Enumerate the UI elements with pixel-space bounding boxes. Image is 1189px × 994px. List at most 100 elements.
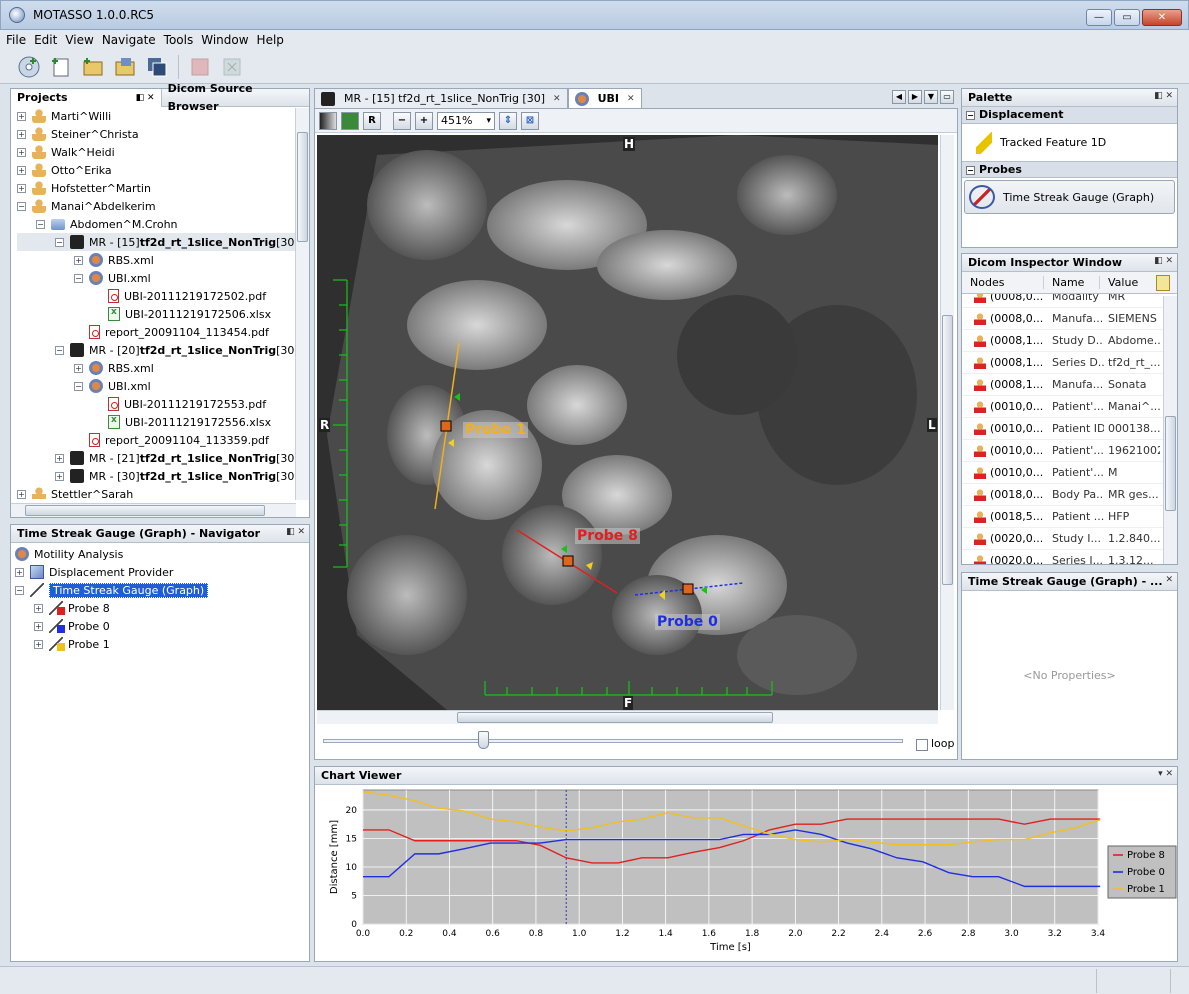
tree-item[interactable]: − MR - [15] tf2d_rt_1slice_NonTrig [30 xyxy=(17,233,309,251)
fit-icon[interactable]: ⇕ xyxy=(499,111,517,130)
dicom-row[interactable]: (0008,0... Modality MR xyxy=(962,294,1177,308)
dicom-row[interactable]: (0010,0... Patient'... M xyxy=(962,462,1177,484)
panel-controls-icon[interactable]: ◧ ✕ xyxy=(286,527,305,537)
open-folder-icon[interactable] xyxy=(112,54,138,80)
palette-section-probes[interactable]: − Probes xyxy=(962,161,1177,178)
probe-1-label[interactable]: Probe 1 xyxy=(463,422,528,438)
grid-icon[interactable]: ⊠ xyxy=(521,111,539,130)
minimize-button[interactable]: — xyxy=(1086,9,1112,26)
probe-8-label[interactable]: Probe 8 xyxy=(575,528,640,544)
image-hscroll-thumb[interactable] xyxy=(457,712,773,723)
panel-controls-icon[interactable]: ◧ ✕ xyxy=(135,92,155,103)
tree-item[interactable]: report_20091104_113359.pdf xyxy=(17,431,309,449)
tree-item[interactable]: + Otto^Erika xyxy=(17,161,309,179)
image-horizontal-scrollbar[interactable] xyxy=(317,710,938,724)
loop-checkbox[interactable] xyxy=(916,739,928,751)
close-tab-icon[interactable]: ✕ xyxy=(626,93,635,104)
column-name[interactable]: Name xyxy=(1044,276,1100,289)
expander-icon[interactable]: − xyxy=(74,381,83,391)
mri-image[interactable]: Probe 1 Probe 8 Probe 0 H R L F xyxy=(317,135,938,710)
expander-icon[interactable]: + xyxy=(74,363,83,373)
collapse-icon[interactable]: − xyxy=(966,111,975,120)
column-value[interactable]: Value xyxy=(1108,276,1139,289)
tree-item[interactable]: + RBS.xml xyxy=(17,359,309,377)
palette-item-tracked-feature[interactable]: Tracked Feature 1D xyxy=(962,124,1177,161)
expander-icon[interactable]: − xyxy=(36,219,45,229)
scroll-right-icon[interactable]: ▶ xyxy=(908,90,922,104)
zoom-in-icon[interactable]: + xyxy=(415,111,433,130)
dicom-row[interactable]: (0008,1... Study D... Abdome... xyxy=(962,330,1177,352)
tree-item[interactable]: + RBS.xml xyxy=(17,251,309,269)
window-level-icon[interactable] xyxy=(319,111,337,130)
dicom-row[interactable]: (0020,0... Study I... 1.2.840.... xyxy=(962,528,1177,550)
close-tab-icon[interactable]: ✕ xyxy=(553,93,561,104)
reset-button[interactable]: R xyxy=(363,111,381,130)
expander-icon[interactable]: + xyxy=(17,183,26,193)
menu-view[interactable]: View xyxy=(65,33,94,47)
expander-icon[interactable]: + xyxy=(17,111,26,121)
tree-item[interactable]: + Hofstetter^Martin xyxy=(17,179,309,197)
panel-controls-icon[interactable]: ◧ ✕ xyxy=(1154,91,1173,101)
projects-scroll-thumb[interactable] xyxy=(297,132,308,242)
menu-navigate[interactable]: Navigate xyxy=(101,33,156,47)
image-vscroll-thumb[interactable] xyxy=(942,315,953,585)
dicom-row[interactable]: (0010,0... Patient ID 000138... xyxy=(962,418,1177,440)
panel-controls-icon[interactable]: ◧ ✕ xyxy=(1154,256,1173,266)
tree-item[interactable]: + Stettler^Sarah xyxy=(17,485,309,499)
dicom-row[interactable]: (0018,0... Body Pa... MR ges... xyxy=(962,484,1177,506)
menu-edit[interactable]: Edit xyxy=(34,33,58,47)
maximize-editor-icon[interactable]: ▭ xyxy=(940,90,954,104)
tree-item[interactable]: UBI-20111219172506.xlsx xyxy=(17,305,309,323)
tab-list-icon[interactable]: ▼ xyxy=(924,90,938,104)
palette-section-displacement[interactable]: − Displacement xyxy=(962,107,1177,124)
tree-item[interactable]: − Manai^Abdelkerim xyxy=(17,197,309,215)
menu-file[interactable]: File xyxy=(6,33,27,47)
dicom-row[interactable]: (0008,1... Series D... tf2d_rt_... xyxy=(962,352,1177,374)
navigator-item[interactable]: + Displacement Provider xyxy=(15,563,309,581)
zoom-out-icon[interactable]: − xyxy=(393,111,411,130)
expander-icon[interactable]: + xyxy=(17,165,26,175)
tree-item[interactable]: + Walk^Heidi xyxy=(17,143,309,161)
frame-slider[interactable] xyxy=(323,739,903,743)
expander-icon[interactable]: + xyxy=(17,129,26,139)
expander-icon[interactable]: + xyxy=(34,621,43,631)
tree-item[interactable]: − UBI.xml xyxy=(17,269,309,287)
tree-item[interactable]: − MR - [20] tf2d_rt_1slice_NonTrig [30 xyxy=(17,341,309,359)
expander-icon[interactable]: − xyxy=(74,273,83,283)
menu-help[interactable]: Help xyxy=(256,33,284,47)
projects-hscroll-thumb[interactable] xyxy=(25,505,265,516)
scroll-left-icon[interactable]: ◀ xyxy=(892,90,906,104)
navigator-item[interactable]: Motility Analysis xyxy=(15,545,309,563)
expander-icon[interactable]: − xyxy=(55,237,64,247)
tree-item[interactable]: UBI-20111219172502.pdf xyxy=(17,287,309,305)
tree-item[interactable]: UBI-20111219172556.xlsx xyxy=(17,413,309,431)
column-nodes[interactable]: Nodes xyxy=(962,276,1044,289)
dicom-scroll-thumb[interactable] xyxy=(1165,416,1176,511)
expander-icon[interactable]: − xyxy=(15,585,24,595)
tree-item[interactable]: + MR - [21] tf2d_rt_1slice_NonTrig [30 xyxy=(17,449,309,467)
expander-icon[interactable]: + xyxy=(74,255,83,265)
tree-item[interactable]: report_20091104_113454.pdf xyxy=(17,323,309,341)
expander-icon[interactable]: + xyxy=(34,603,43,613)
expander-icon[interactable]: + xyxy=(55,453,64,463)
tree-item[interactable]: − UBI.xml xyxy=(17,377,309,395)
tab-ubi[interactable]: UBI ✕ xyxy=(567,88,642,108)
zoom-select[interactable]: 451% xyxy=(437,111,495,130)
menu-window[interactable]: Window xyxy=(201,33,249,47)
histogram-icon[interactable] xyxy=(341,111,359,130)
save-all-icon[interactable] xyxy=(144,54,170,80)
tree-item[interactable]: + Steiner^Christa xyxy=(17,125,309,143)
expander-icon[interactable]: + xyxy=(17,489,26,499)
expander-icon[interactable]: − xyxy=(55,345,64,355)
frame-slider-thumb[interactable] xyxy=(478,731,489,749)
tree-item[interactable]: UBI-20111219172553.pdf xyxy=(17,395,309,413)
tree-item[interactable]: + MR - [30] tf2d_rt_1slice_NonTrig [30 xyxy=(17,467,309,485)
dicom-row[interactable]: (0008,1... Manufa... Sonata xyxy=(962,374,1177,396)
probe-0-label[interactable]: Probe 0 xyxy=(655,614,720,630)
tab-dicom-source-browser[interactable]: Dicom Source Browser xyxy=(167,81,253,113)
panel-controls-icon[interactable]: ✕ xyxy=(1165,575,1173,585)
dicom-row[interactable]: (0010,0... Patient'... 19621002 xyxy=(962,440,1177,462)
new-file-icon[interactable] xyxy=(48,54,74,80)
projects-vertical-scrollbar[interactable] xyxy=(295,108,309,500)
image-vertical-scrollbar[interactable] xyxy=(940,135,954,710)
